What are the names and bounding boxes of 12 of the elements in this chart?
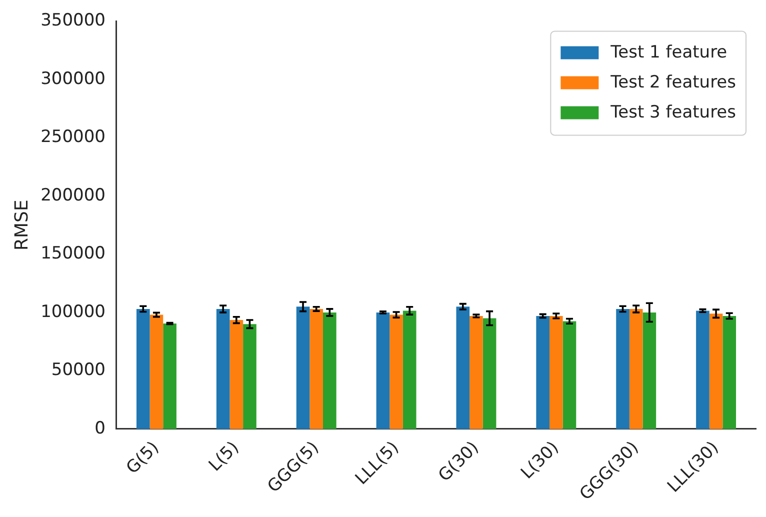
y-tick-label: 250000 [40, 127, 106, 148]
y-tick-label: 350000 [40, 10, 106, 31]
y-tick-label: 150000 [40, 244, 106, 264]
y-tick-label: 100000 [40, 302, 106, 322]
y-tick-label: 200000 [40, 185, 106, 206]
y-tick-label: 0 [94, 418, 106, 438]
legend-label: Test 3 features [610, 102, 736, 123]
y-axis-title: RMSE [11, 200, 32, 250]
y-tick-label: 50000 [51, 360, 106, 380]
y-tick-label: 300000 [40, 68, 106, 89]
legend-label: Test 1 feature [610, 42, 728, 63]
legend-label: Test 2 features [610, 72, 736, 93]
